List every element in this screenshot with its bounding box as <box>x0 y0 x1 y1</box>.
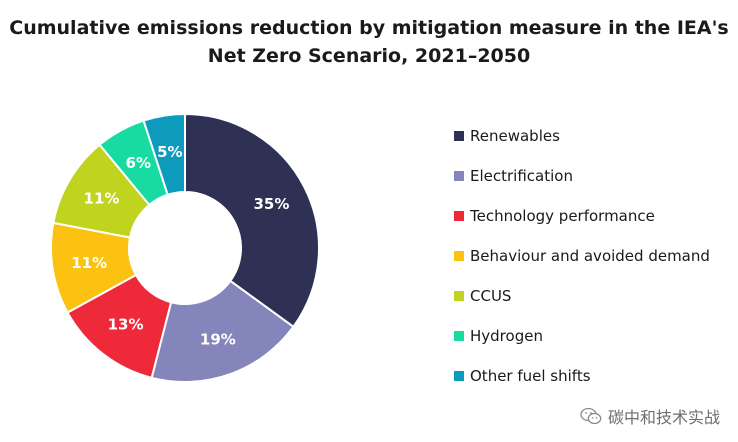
legend-label: Technology performance <box>470 207 655 225</box>
legend-swatch <box>454 171 464 181</box>
data-label: 35% <box>253 195 289 213</box>
wechat-icon <box>580 407 602 425</box>
legend-swatch <box>454 371 464 381</box>
legend-label: Renewables <box>470 127 560 145</box>
legend-swatch <box>454 331 464 341</box>
data-label: 6% <box>126 154 151 172</box>
legend-item: CCUS <box>454 276 710 316</box>
watermark-text: 碳中和技术实战 <box>607 410 720 427</box>
legend-label: Hydrogen <box>470 327 543 345</box>
legend-label: CCUS <box>470 287 512 305</box>
chart-title-line-1: Cumulative emissions reduction by mitiga… <box>9 17 729 39</box>
legend-item: Other fuel shifts <box>454 356 710 396</box>
legend-swatch <box>454 211 464 221</box>
data-label: 19% <box>200 330 236 348</box>
chart-legend: Renewables Electrification Technology perf… <box>454 116 710 396</box>
chart-title-line-2: Net Zero Scenario, 2021–2050 <box>207 45 531 67</box>
legend-item: Technology performance <box>454 196 710 236</box>
data-label: 13% <box>108 316 144 334</box>
legend-item: Renewables <box>454 116 710 156</box>
chart-title: Cumulative emissions reduction by mitiga… <box>0 14 738 70</box>
legend-label: Behaviour and avoided demand <box>470 247 710 265</box>
legend-label: Electrification <box>470 167 573 185</box>
legend-item: Electrification <box>454 156 710 196</box>
legend-swatch <box>454 131 464 141</box>
legend-swatch <box>454 291 464 301</box>
data-label: 5% <box>157 143 182 161</box>
legend-swatch <box>454 251 464 261</box>
donut-slice-renewables <box>184 112 320 329</box>
legend-item: Behaviour and avoided demand <box>454 236 710 276</box>
donut-slice-other-fuel-shifts <box>142 112 186 197</box>
data-label: 11% <box>71 254 107 272</box>
legend-item: Hydrogen <box>454 316 710 356</box>
watermark: 碳中和技术实战 <box>580 404 720 428</box>
legend-label: Other fuel shifts <box>470 367 591 385</box>
data-label: 11% <box>84 190 120 208</box>
donut-slice-electrification <box>150 279 295 383</box>
